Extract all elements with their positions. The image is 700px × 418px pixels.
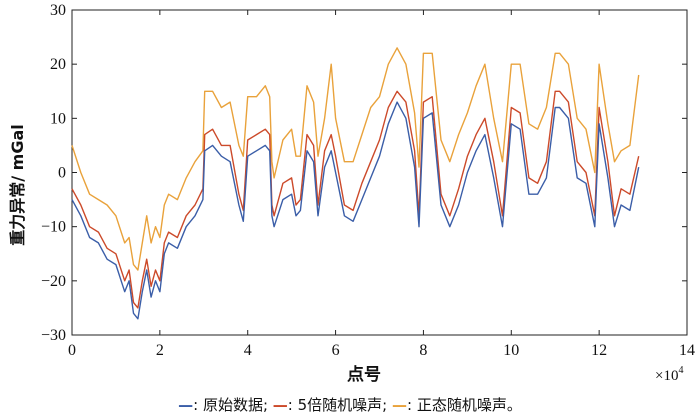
- y-tick-label: 0: [58, 165, 66, 182]
- legend-item-5x-noise: —: 5倍随机噪声;: [272, 396, 388, 414]
- legend-label-original: 原始数据;: [202, 396, 269, 414]
- tick-labels: 0 2 4 6 8 10 12 14 −30 −20 −10 0 10 20 30: [41, 2, 695, 359]
- series-line-5x-noise: [71, 90, 640, 309]
- x-tick-label: 8: [419, 342, 427, 359]
- x-tick-label: 2: [156, 342, 164, 359]
- x-tick-label: 6: [332, 342, 340, 359]
- y-tick-label: −10: [41, 219, 66, 236]
- y-tick-label: −20: [41, 273, 66, 290]
- x-axis-label: 点号: [347, 364, 381, 385]
- legend-item-normal-noise: —: 正态随机噪声。: [392, 396, 522, 414]
- x-tick-label: 0: [68, 342, 76, 359]
- y-tick-label: 30: [50, 2, 66, 19]
- x-axis-multiplier: ×104: [655, 365, 683, 384]
- x-tick-label: 12: [591, 342, 607, 359]
- y-tick-label: 10: [50, 110, 66, 127]
- series-lines: [71, 47, 640, 320]
- x-tick-label: 10: [503, 342, 519, 359]
- y-tick-label: −30: [41, 327, 66, 344]
- legend-label-normal-noise: 正态随机噪声。: [416, 396, 522, 414]
- plot-axes: [71, 9, 688, 336]
- series-line-original: [71, 101, 640, 320]
- legend-swatch-normal-noise: —: [392, 396, 408, 414]
- x-tick-label: 4: [244, 342, 252, 359]
- legend-item-original: —: 原始数据;: [178, 396, 269, 414]
- legend-label-5x-noise: 5倍随机噪声;: [297, 396, 388, 414]
- y-axis-label: 重力异常/ mGal: [8, 124, 27, 246]
- legend-swatch-5x-noise: —: [272, 396, 288, 414]
- legend-swatch-original: —: [178, 396, 194, 414]
- chart-area: 0 2 4 6 8 10 12 14 −30 −20 −10 0 10 20 30 重力异常/ mGal 点…: [8, 2, 695, 385]
- legend: —: 原始数据; —: 5倍随机噪声; —: 正态随机噪声。: [0, 394, 700, 415]
- series-line-normal-noise: [71, 47, 640, 271]
- x-tick-label: 14: [679, 342, 695, 359]
- y-tick-label: 20: [50, 56, 66, 73]
